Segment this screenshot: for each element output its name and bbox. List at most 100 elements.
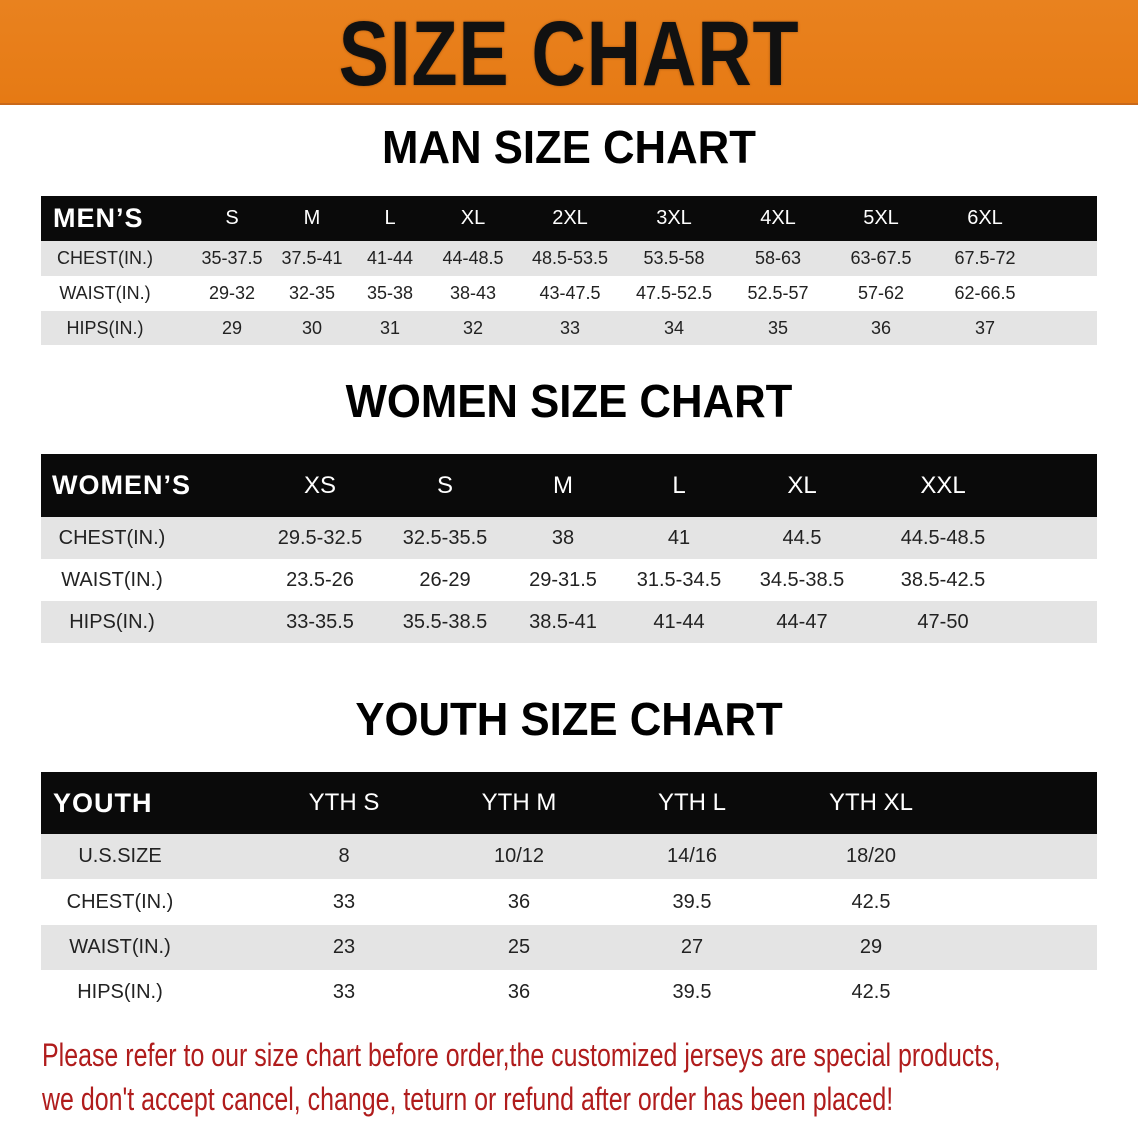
table-cell: 36 — [507, 890, 531, 913]
youth-section-title: YOUTH SIZE CHART — [355, 693, 783, 745]
table-cell: 41 — [667, 526, 691, 549]
table-cell: 30 — [301, 317, 323, 338]
table-cell: 48.5-53.5 — [531, 248, 609, 268]
table-cell: 31 — [379, 317, 401, 338]
table-cell: 38 — [551, 526, 575, 549]
table-cell: 18/20 — [845, 845, 897, 867]
table-cell: 34 — [663, 317, 685, 338]
table-cell: 53.5-58 — [643, 248, 705, 268]
row-label: WAIST(IN.) — [69, 936, 171, 958]
table-cell: 33 — [332, 981, 356, 1003]
table-cell: 42.5 — [851, 890, 891, 913]
table-cell: 35.5-38.5 — [402, 610, 488, 633]
table-cell: 41-44 — [366, 248, 414, 268]
table-cell: 38.5-42.5 — [900, 568, 986, 591]
size-header-cell: XS — [303, 471, 337, 499]
size-header-cell: YTH S — [308, 789, 380, 816]
size-header-cell: M — [303, 207, 321, 229]
size-header-cell: M — [553, 471, 573, 499]
size-header-cell: 2XL — [552, 207, 588, 229]
size-header-cell: YTH L — [657, 789, 727, 816]
table-row: CHEST(IN.) 35-37.5 37.5-41 41-44 44-48.5 48.5… — [41, 241, 1097, 276]
row-label: U.S.SIZE — [78, 845, 162, 867]
table-cell: 10/12 — [493, 845, 545, 867]
table-cell: 41-44 — [653, 610, 705, 633]
table-cell: 44-48.5 — [442, 248, 504, 268]
size-header-cell: 6XL — [967, 207, 1003, 229]
size-header-cell: YTH M — [481, 789, 557, 816]
size-header-cell: XXL — [920, 471, 966, 499]
row-label: CHEST(IN.) — [66, 890, 174, 913]
size-header-cell: 4XL — [760, 207, 796, 229]
men-table-header: MEN’S S M L XL 2XL 3XL 4XL 5XL 6XL — [41, 196, 1097, 241]
size-header-cell: 5XL — [863, 207, 899, 229]
men-section-title: MAN SIZE CHART — [382, 121, 756, 173]
table-cell: 27 — [680, 936, 704, 958]
size-header-cell: L — [384, 207, 396, 229]
table-cell: 67.5-72 — [954, 248, 1016, 268]
table-row: WAIST(IN.) 29-32 32-35 35-38 38-43 43-47.5 47.… — [41, 276, 1097, 311]
table-cell: 34.5-38.5 — [759, 568, 845, 591]
table-cell: 35-37.5 — [201, 248, 263, 268]
table-row: HIPS(IN.) 33-35.5 35.5-38.5 38.5-41 41-44 44-… — [41, 601, 1097, 643]
row-label: WAIST(IN.) — [61, 568, 163, 591]
table-row: WAIST(IN.) 23 25 27 29 — [41, 925, 1097, 970]
table-cell: 29-32 — [208, 283, 256, 303]
table-cell: 29-31.5 — [529, 568, 597, 591]
row-label: HIPS(IN.) — [66, 317, 144, 338]
table-title-cell: WOMEN’S — [52, 470, 191, 500]
table-cell: 42.5 — [851, 981, 891, 1003]
table-cell: 25 — [507, 936, 531, 958]
size-header-cell: S — [225, 207, 239, 229]
table-cell: 29 — [859, 936, 883, 958]
table-cell: 33-35.5 — [286, 610, 354, 633]
size-header-cell: L — [672, 471, 686, 499]
table-cell: 32-35 — [288, 283, 336, 303]
row-label: CHEST(IN.) — [57, 248, 153, 268]
table-cell: 44.5-48.5 — [900, 526, 986, 549]
table-cell: 33 — [559, 317, 581, 338]
youth-table-header: YOUTH YTH S YTH M YTH L YTH XL — [41, 772, 1097, 834]
table-cell: 14/16 — [666, 845, 718, 867]
table-cell: 36 — [507, 981, 531, 1003]
women-section-title: WOMEN SIZE CHART — [345, 375, 793, 427]
table-cell: 23.5-26 — [286, 568, 354, 591]
table-cell: 33 — [332, 890, 356, 913]
table-title-cell: YOUTH — [53, 787, 153, 818]
table-cell: 52.5-57 — [747, 283, 809, 303]
women-table-header: WOMEN’S XS S M L XL XXL — [41, 454, 1097, 517]
table-cell: 63-67.5 — [850, 248, 912, 268]
table-row: HIPS(IN.) 29 30 31 32 33 34 35 36 37 — [41, 311, 1097, 345]
table-cell: 29 — [221, 317, 243, 338]
table-cell: 47-50 — [917, 610, 969, 633]
table-cell: 37 — [974, 317, 996, 338]
table-cell: 8 — [338, 845, 350, 867]
table-cell: 62-66.5 — [954, 283, 1016, 303]
row-label: CHEST(IN.) — [58, 526, 166, 549]
size-header-cell: S — [436, 471, 454, 499]
banner-title: SIZE CHART — [338, 3, 800, 105]
table-cell: 32 — [462, 317, 484, 338]
row-label: HIPS(IN.) — [69, 610, 155, 633]
table-cell: 32.5-35.5 — [402, 526, 488, 549]
size-header-cell: 3XL — [656, 207, 692, 229]
table-row: WAIST(IN.) 23.5-26 26-29 29-31.5 31.5-34.5 34… — [41, 559, 1097, 601]
table-cell: 31.5-34.5 — [636, 568, 722, 591]
size-header-cell: YTH XL — [828, 789, 914, 816]
table-cell: 35-38 — [366, 283, 414, 303]
table-cell: 58-63 — [754, 248, 802, 268]
table-row: HIPS(IN.) 33 36 39.5 42.5 — [41, 970, 1097, 1015]
table-cell: 57-62 — [857, 283, 905, 303]
table-cell: 36 — [870, 317, 892, 338]
banner: SIZE CHART — [0, 0, 1138, 105]
table-cell: 38.5-41 — [529, 610, 597, 633]
table-cell: 44.5 — [782, 526, 822, 549]
notice-line-2: we don't accept cancel, change, teturn o… — [42, 1081, 894, 1117]
size-header-cell: XL — [460, 207, 486, 229]
table-cell: 23 — [332, 936, 356, 958]
table-cell: 47.5-52.5 — [635, 283, 713, 303]
row-label: HIPS(IN.) — [77, 981, 163, 1003]
table-cell: 26-29 — [419, 568, 471, 591]
table-row: CHEST(IN.) 33 36 39.5 42.5 — [41, 879, 1097, 925]
table-row: U.S.SIZE 8 10/12 14/16 18/20 — [41, 834, 1097, 879]
